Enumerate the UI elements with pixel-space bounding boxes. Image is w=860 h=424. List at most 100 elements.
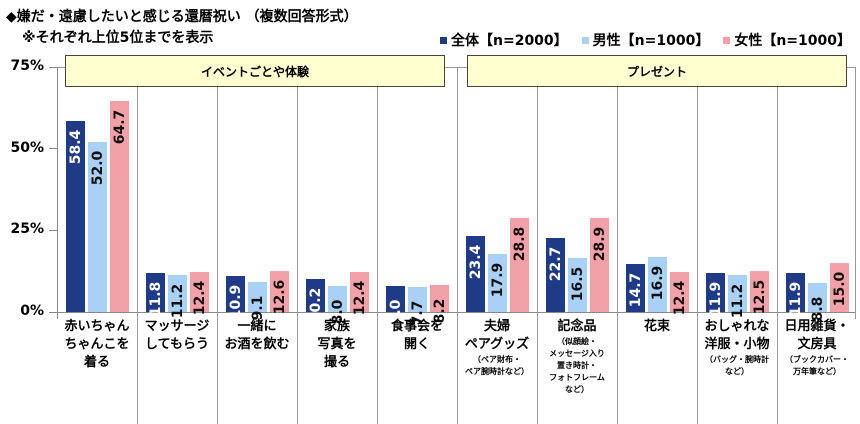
bar: 17.9 [488, 253, 507, 312]
y-tick-label: 75% [10, 58, 44, 74]
y-tick-mark [49, 312, 57, 313]
group-header-presents: プレゼント [467, 55, 847, 87]
bar: 58.4 [66, 121, 85, 312]
bar-value-label: 11.9 [707, 281, 724, 317]
legend-swatch-icon [581, 36, 589, 44]
legend-swatch-icon [440, 36, 447, 44]
category-label: 記念品 （似顔絵・ メッセージ入り 置き時計・ フォトフレーム など） [549, 319, 605, 394]
bar: 11.8 [146, 273, 165, 317]
bar: 8.0 [328, 285, 347, 324]
bar-value-label: 14.7 [627, 272, 644, 308]
bar-value-label: 22.7 [547, 246, 564, 282]
bar-value-label: 12.4 [671, 280, 688, 315]
bar-value-label: 58.4 [67, 129, 84, 165]
bar: 22.7 [546, 237, 565, 312]
bar-value-label: 17.9 [489, 262, 506, 297]
bar-value-label: 28.8 [511, 226, 528, 262]
category-divider [697, 87, 698, 424]
category-label: 夫婦 ペアグッズ （ペア財布・ ペア腕時計など） [464, 319, 530, 376]
bar: 8.8 [808, 283, 827, 322]
bar-value-label: 15.0 [831, 271, 848, 307]
chart-subtitle: ※それぞれ上位5位までを表示 [22, 30, 214, 46]
category-label: おしゃれな 洋服・小物 （バッグ・腕時計 など） [704, 319, 770, 376]
category-label: 花束 [643, 319, 670, 334]
bar: 12.5 [750, 271, 769, 315]
bar-value-label: 64.7 [111, 109, 128, 144]
bar: 10.9 [226, 276, 245, 320]
category-divider [457, 67, 458, 424]
bar: 12.4 [190, 271, 209, 315]
y-tick-mark [49, 67, 57, 68]
legend-item-male: 男性【n=1000】 [581, 30, 710, 50]
bar-value-label: 16.5 [569, 266, 586, 302]
bar-value-label: 16.9 [649, 265, 666, 301]
bar: 52.0 [88, 142, 107, 312]
bar: 28.9 [590, 217, 609, 312]
bar-value-label: 11.2 [169, 284, 186, 319]
bar-value-label: 10.2 [307, 287, 324, 322]
category-divider [137, 87, 138, 424]
y-tick-label: 0% [20, 303, 44, 319]
bar: 64.7 [110, 100, 129, 312]
legend-item-total: 全体【n=2000】 [440, 30, 568, 50]
bar-value-label: 52.0 [89, 150, 106, 186]
bar: 11.9 [786, 273, 805, 316]
legend-label: 男性【n=1000】 [592, 33, 710, 49]
category-divider [617, 87, 618, 424]
bar: 12.4 [350, 271, 369, 315]
category-label: 食事会を 開く [390, 319, 443, 352]
bar: 28.8 [510, 217, 529, 312]
chart-title: ◆嫌だ・遠慮したいと感じる還暦祝い （複数回答形式） [6, 9, 358, 25]
bar-value-label: 10.9 [227, 285, 244, 320]
bar: 11.9 [706, 273, 725, 316]
plot-right-border [855, 67, 856, 319]
category-divider [537, 87, 538, 424]
bar: 7.7 [408, 286, 427, 325]
legend: 全体【n=2000】 男性【n=1000】 女性【n=1000】 [440, 30, 851, 50]
plot-top-border [57, 67, 855, 68]
y-tick-label: 25% [10, 221, 44, 237]
plot-area: 58.4 52.0 64.7 11.8 11.2 12.4 10.9 9.1 12.6 10.2 8… [57, 67, 855, 325]
bar: 16.9 [648, 256, 667, 312]
bar-value-label: 23.4 [467, 244, 484, 279]
bar-value-label: 12.5 [751, 279, 768, 315]
category-label: 赤いちゃん ちゃんこを 着る [64, 319, 130, 370]
bar-value-label: 28.9 [591, 226, 608, 261]
bar: 15.0 [830, 263, 849, 312]
group-header-events: イベントごとや体験 [65, 55, 445, 87]
bar: 11.2 [728, 275, 747, 319]
bar-value-label: 11.9 [787, 281, 804, 317]
bar-value-label: 12.4 [191, 280, 208, 315]
bar: 14.7 [626, 263, 645, 312]
y-tick-label: 50% [10, 140, 44, 156]
category-label: 日用雑貨・ 文房具 （ブックカバー・ 万年筆など） [784, 319, 850, 376]
category-divider [377, 87, 378, 424]
bar: 8.2 [430, 285, 449, 324]
category-label: 家族 写真を 撮る [317, 319, 357, 370]
bar: 8.0 [386, 285, 405, 324]
y-axis [57, 67, 58, 319]
bar-value-label: 12.6 [271, 279, 288, 315]
legend-item-female: 女性【n=1000】 [723, 30, 851, 50]
bar-value-label: 11.2 [729, 284, 746, 319]
category-divider [217, 87, 218, 424]
bar-value-label: 11.8 [147, 282, 164, 317]
category-divider [297, 87, 298, 424]
bar-value-label: 12.4 [351, 280, 368, 315]
category-label: 一緒に お酒を飲む [224, 319, 290, 352]
legend-swatch-icon [723, 36, 731, 44]
bar: 12.6 [270, 270, 289, 315]
legend-label: 全体【n=2000】 [451, 33, 568, 49]
bar-value-label: 9.1 [249, 295, 266, 321]
bar: 23.4 [466, 235, 485, 312]
y-tick-mark [49, 230, 57, 231]
legend-label: 女性【n=1000】 [734, 33, 852, 49]
y-tick-mark [49, 148, 57, 149]
category-divider [777, 87, 778, 424]
bar: 16.5 [568, 258, 587, 312]
bar: 12.4 [670, 271, 689, 315]
bar: 11.2 [168, 275, 187, 319]
category-label: マッサージ してもらう [144, 319, 210, 352]
bar: 9.1 [248, 282, 267, 321]
bar: 10.2 [306, 278, 325, 322]
